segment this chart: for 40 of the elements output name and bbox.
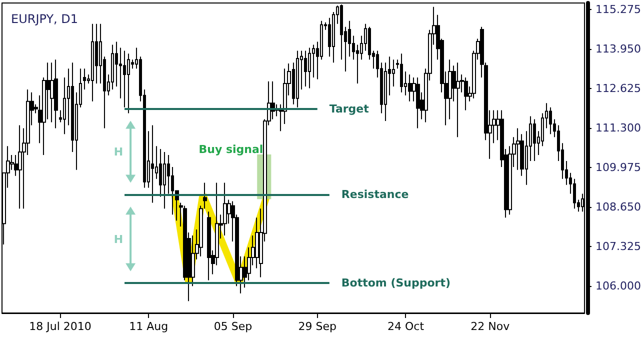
x-tick-label: 18 Jul 2010 xyxy=(29,320,92,333)
candlestick xyxy=(296,50,299,108)
annotation: H xyxy=(114,146,124,159)
candlestick xyxy=(207,211,211,281)
candlestick xyxy=(416,77,420,129)
x-tick-label: 05 Sep xyxy=(214,320,252,333)
candlestick xyxy=(54,59,58,129)
candlestick xyxy=(83,68,86,90)
y-tick-label: 106.000 xyxy=(596,280,642,293)
candlestick xyxy=(151,124,154,204)
candlestick xyxy=(533,118,536,162)
candlestick xyxy=(308,47,311,89)
candlestick xyxy=(456,62,460,138)
y-tick-label: 107.325 xyxy=(596,240,642,254)
candlestick xyxy=(163,152,166,210)
x-tick-label: 11 Aug xyxy=(129,320,168,333)
candlestick xyxy=(408,74,412,102)
y-tick-label: 111.300 xyxy=(596,122,642,135)
ref-line-label: Target xyxy=(329,102,369,116)
candlestick xyxy=(400,53,403,93)
candlestick xyxy=(18,124,22,210)
annotation: H xyxy=(114,232,124,246)
x-tick-label: 29 Sep xyxy=(298,320,336,333)
x-tick-label: 24 Oct xyxy=(387,320,425,333)
candlestick xyxy=(223,182,227,236)
y-tick-label: 115.275 xyxy=(596,3,642,16)
candlestick xyxy=(127,53,130,114)
ref-line-label: Bottom (Support) xyxy=(341,276,451,290)
candlestick xyxy=(304,50,307,87)
y-tick-label: 108.650 xyxy=(596,200,642,214)
text: EURJPY, D1 xyxy=(11,12,78,26)
candlestick xyxy=(91,23,94,102)
candlestick xyxy=(549,106,552,135)
x-tick-label: 22 Nov xyxy=(470,320,510,333)
y-tick-label: 112.625 xyxy=(596,82,642,96)
y-tick-label: 113.950 xyxy=(596,42,642,56)
ref-line-label: Resistance xyxy=(341,188,409,202)
candlestick xyxy=(464,77,468,111)
y-tick-label: 109.975 xyxy=(596,161,642,174)
annotation: Buy signal xyxy=(198,143,264,156)
